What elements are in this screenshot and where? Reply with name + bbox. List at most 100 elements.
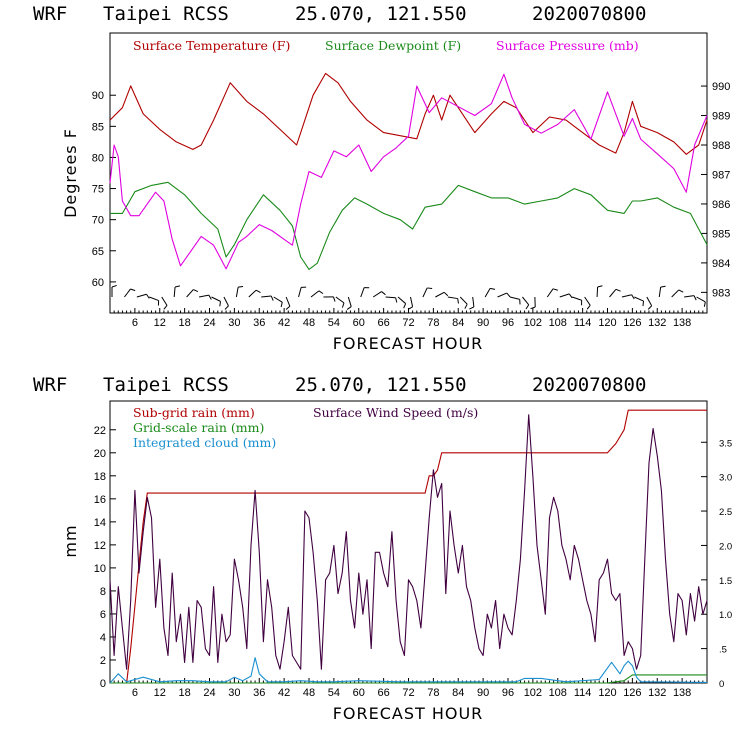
- x-tick-label: 84: [452, 317, 464, 329]
- wind-barb-staff: [546, 288, 554, 298]
- wind-barb: [124, 288, 136, 298]
- x-tick-label: 30: [228, 687, 240, 699]
- y2-tick-label: 2.0: [719, 541, 732, 552]
- bottom-y-ticks: 0 2 4 6 8 10 12 14 16 18 20 22: [94, 425, 116, 690]
- wind-barb-flag: [678, 289, 684, 293]
- wind-barb-staff: [198, 294, 209, 298]
- wind-barb: [621, 294, 635, 300]
- pressure-line: [109, 73, 708, 270]
- x-tick-label: 66: [378, 317, 390, 329]
- wind-barb-staff: [149, 296, 159, 302]
- top-x-axis-label: FORECAST HOUR: [333, 334, 484, 353]
- wind-barb-flag: [647, 305, 653, 310]
- wind-barb-staff: [261, 295, 272, 298]
- y-tick-label: 4: [100, 632, 106, 644]
- x-tick-label: 102: [524, 687, 542, 699]
- wind-barb: [696, 296, 706, 307]
- wind-barb-flag: [174, 285, 181, 288]
- top-header-coords: 25.070, 121.550: [295, 3, 467, 25]
- x-tick-label: 132: [648, 317, 666, 329]
- wind-barb-staff: [235, 287, 239, 298]
- y2-tick-label: 989: [712, 111, 730, 123]
- wind-barb-flag: [464, 303, 468, 309]
- x-tick-label: 6: [132, 687, 138, 699]
- wind-barb-staff: [173, 286, 176, 298]
- x-tick-label: 108: [549, 687, 567, 699]
- y-tick-label: 14: [94, 517, 106, 529]
- wind-barb-flag: [642, 301, 645, 307]
- wind-barb: [223, 296, 229, 310]
- wind-barb: [261, 295, 274, 301]
- x-tick-label: 36: [253, 687, 265, 699]
- wind-barb-flag: [395, 297, 398, 303]
- wind-barb: [360, 287, 370, 298]
- wind-barb: [198, 294, 212, 300]
- x-tick-label: 138: [673, 317, 691, 329]
- x-tick-label: 48: [303, 317, 315, 329]
- y2-tick-label: 0: [719, 679, 724, 690]
- wind-barb-flag: [525, 304, 530, 310]
- wind-barb: [422, 287, 433, 298]
- bottom-series: [109, 409, 708, 684]
- y2-tick-label: 983: [712, 287, 730, 299]
- x-tick-label: 96: [502, 687, 514, 699]
- wind-barb: [584, 296, 591, 310]
- y-tick-label: 10: [94, 563, 106, 575]
- wind-barb-flag: [332, 296, 336, 302]
- y2-tick-label: 985: [712, 228, 730, 240]
- y-tick-label: 90: [92, 90, 104, 102]
- wind-barb-flag: [427, 287, 433, 290]
- wind-barb-staff: [609, 289, 617, 298]
- y-tick-label: 22: [94, 425, 106, 437]
- y2-tick-label: 986: [712, 199, 730, 211]
- wind-barb-flag: [111, 284, 117, 288]
- x-tick-label: 42: [278, 687, 290, 699]
- wind-barb-flag: [163, 305, 168, 310]
- wind-barb: [235, 285, 244, 298]
- bottom-header: WRF Taipei RCSS 25.070, 121.550 20200708…: [33, 374, 646, 396]
- wind-barb-staff: [621, 294, 632, 298]
- wind-speed-line: [109, 414, 708, 670]
- bottom-panel: WRF Taipei RCSS 25.070, 121.550 20200708…: [33, 374, 732, 723]
- x-tick-label: 60: [353, 317, 365, 329]
- wind-barb-flag: [407, 306, 413, 310]
- wind-barb: [609, 288, 621, 298]
- bottom-y-axis-label: mm: [61, 524, 80, 557]
- x-tick-label: 120: [598, 687, 616, 699]
- x-tick-label: 6: [132, 317, 138, 329]
- bottom-header-model: WRF: [33, 374, 67, 396]
- y-tick-label: 80: [92, 152, 104, 164]
- wind-barb: [111, 284, 117, 297]
- wind-barb-flag: [552, 288, 558, 291]
- x-tick-label: 126: [623, 687, 641, 699]
- y-tick-label: 0: [100, 678, 106, 690]
- y-tick-label: 18: [94, 471, 106, 483]
- wind-barb-flag: [146, 293, 150, 299]
- wind-barb-staff: [410, 296, 414, 307]
- bottom-legend: Sub-grid rain (mm) Surface Wind Speed (m…: [133, 405, 478, 450]
- y-tick-label: 6: [100, 609, 106, 621]
- x-tick-label: 24: [203, 317, 215, 329]
- top-header-run: 2020070800: [532, 3, 646, 25]
- x-tick-label: 54: [328, 317, 340, 329]
- wind-barb: [459, 296, 468, 309]
- wind-barbs: [111, 284, 706, 310]
- wind-barb: [546, 288, 558, 298]
- wind-barb-flag: [506, 292, 511, 298]
- wind-barb-flag: [568, 293, 573, 299]
- wind-barb: [530, 296, 536, 310]
- wind-barb-staff: [422, 287, 428, 298]
- wind-barb-staff: [497, 292, 507, 298]
- wind-barb: [658, 285, 666, 298]
- wind-barb-staff: [223, 296, 229, 307]
- y2-tick-label: 1.0: [719, 610, 732, 621]
- wind-barb-staff: [559, 293, 570, 298]
- wind-barb-staff: [509, 296, 520, 300]
- wind-barb-staff: [646, 296, 653, 306]
- y2-tick-label: 984: [712, 258, 730, 270]
- y2-tick-label: 990: [712, 81, 730, 93]
- wind-barb-staff: [484, 288, 491, 298]
- y-tick-label: 60: [92, 277, 104, 289]
- wind-barb-staff: [186, 289, 194, 298]
